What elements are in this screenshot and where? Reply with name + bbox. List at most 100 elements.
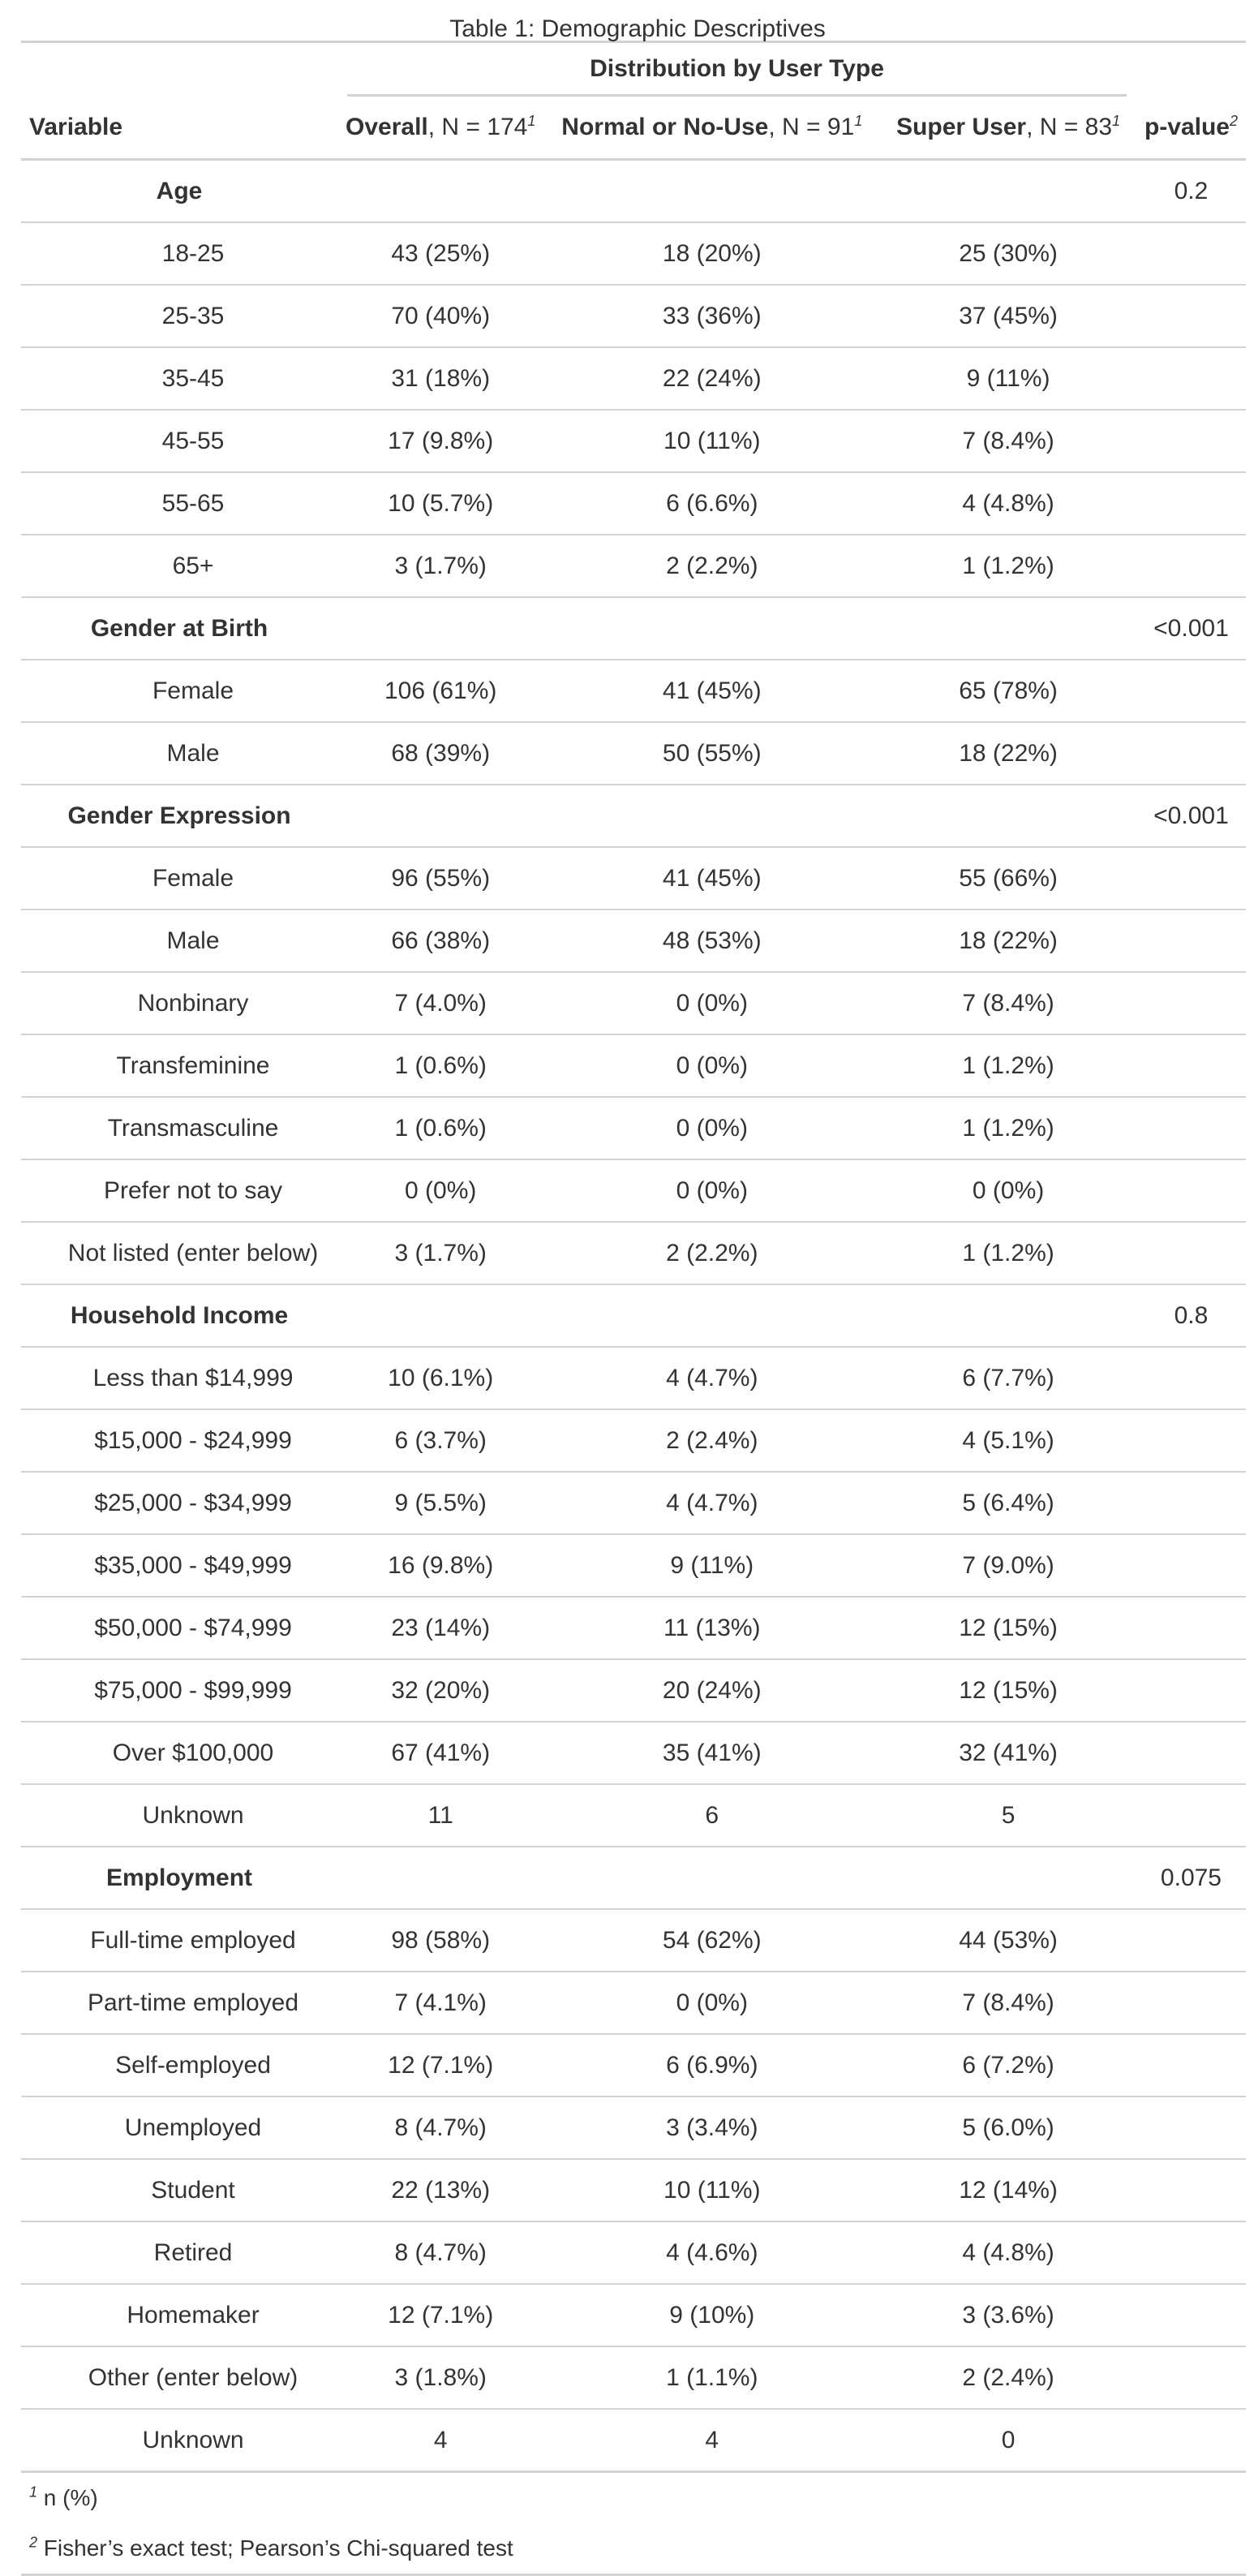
variable-cell: $35,000 - $49,999 [21, 1533, 338, 1597]
super-cell: 1 (1.2%) [880, 1221, 1136, 1284]
pvalue-cell: <0.001 [1136, 596, 1246, 660]
super-cell: 65 (78%) [880, 659, 1136, 722]
overall-cell: 10 (5.7%) [337, 471, 544, 535]
normal-cell: 11 (13%) [543, 1596, 881, 1659]
table-row: 65+ 3 (1.7%) 2 (2.2%) 1 (1.2%) [21, 534, 1246, 597]
normal-cell: 6 (6.9%) [543, 2033, 881, 2096]
pvalue-cell [1136, 2221, 1246, 2284]
normal-cell: 1 (1.1%) [543, 2346, 881, 2409]
variable-cell: Part-time employed [21, 1971, 338, 2034]
spanner-empty-left [21, 41, 338, 97]
table-footnotes: 1 n (%) 2 Fisher’s exact test; Pearson’s… [21, 2473, 1246, 2576]
overall-cell: 3 (1.7%) [337, 1221, 544, 1284]
super-cell: 32 (41%) [880, 1721, 1136, 1784]
super-cell: 5 (6.4%) [880, 1471, 1136, 1534]
table-group-row: Employment 0.075 [21, 1846, 1246, 1909]
overall-cell [337, 784, 544, 847]
variable-cell: 18-25 [21, 221, 338, 285]
normal-cell: 9 (10%) [543, 2283, 881, 2346]
super-cell: 1 (1.2%) [880, 1034, 1136, 1097]
pvalue-cell [1136, 2346, 1246, 2409]
variable-cell: Unemployed [21, 2096, 338, 2159]
table-row: Unemployed 8 (4.7%) 3 (3.4%) 5 (6.0%) [21, 2096, 1246, 2159]
overall-cell [337, 1284, 544, 1347]
table-row: Over $100,000 67 (41%) 35 (41%) 32 (41%) [21, 1721, 1246, 1784]
super-cell: 12 (15%) [880, 1658, 1136, 1722]
normal-cell [543, 1846, 881, 1909]
super-cell: 5 (6.0%) [880, 2096, 1136, 2159]
pvalue-cell [1136, 1596, 1246, 1659]
overall-cell: 43 (25%) [337, 221, 544, 285]
overall-cell: 7 (4.0%) [337, 971, 544, 1034]
super-cell: 4 (4.8%) [880, 471, 1136, 535]
table-row: Transmasculine 1 (0.6%) 0 (0%) 1 (1.2%) [21, 1096, 1246, 1159]
normal-cell: 0 (0%) [543, 1034, 881, 1097]
column-header-super-name: Super User [896, 114, 1027, 140]
normal-cell: 18 (20%) [543, 221, 881, 285]
pvalue-cell [1136, 1096, 1246, 1159]
variable-cell: Female [21, 659, 338, 722]
pvalue-cell [1136, 1471, 1246, 1534]
overall-cell: 0 (0%) [337, 1159, 544, 1222]
table-row: Female 96 (55%) 41 (45%) 55 (66%) [21, 846, 1246, 910]
super-cell [880, 160, 1136, 223]
super-cell [880, 784, 1136, 847]
pvalue-cell [1136, 2408, 1246, 2473]
normal-cell: 4 [543, 2408, 881, 2473]
column-header-overall: Overall, N = 1741 [337, 97, 544, 161]
footnote-marker: 2 [29, 2534, 38, 2551]
variable-cell: 65+ [21, 534, 338, 597]
footnote-text: Fisher’s exact test; Pearson’s Chi-squar… [43, 2535, 513, 2561]
pvalue-cell [1136, 909, 1246, 972]
table-caption: Table 1: Demographic Descriptives [449, 15, 826, 42]
pvalue-cell [1136, 1908, 1246, 1972]
table-row: Self-employed 12 (7.1%) 6 (6.9%) 6 (7.2%) [21, 2033, 1246, 2096]
variable-cell: Male [21, 909, 338, 972]
table-row: 25-35 70 (40%) 33 (36%) 37 (45%) [21, 284, 1246, 347]
table-row: Part-time employed 7 (4.1%) 0 (0%) 7 (8.4%) [21, 1971, 1246, 2034]
super-cell: 0 [880, 2408, 1136, 2473]
overall-cell: 6 (3.7%) [337, 1408, 544, 1472]
variable-cell: Unknown [21, 1783, 338, 1847]
table-row: Student 22 (13%) 10 (11%) 12 (14%) [21, 2158, 1246, 2221]
super-cell: 5 [880, 1783, 1136, 1847]
table-row: $15,000 - $24,999 6 (3.7%) 2 (2.4%) 4 (5.1%… [21, 1408, 1246, 1472]
variable-cell: Male [21, 721, 338, 785]
pvalue-cell [1136, 1221, 1246, 1284]
table-container: Table 1: Demographic Descriptives Distri… [21, 0, 1254, 2576]
super-cell: 7 (8.4%) [880, 1971, 1136, 2034]
pvalue-cell [1136, 1408, 1246, 1472]
table-group-row: Age 0.2 [21, 160, 1246, 223]
pvalue-cell [1136, 1159, 1246, 1222]
pvalue-cell [1136, 284, 1246, 347]
table-row: Prefer not to say 0 (0%) 0 (0%) 0 (0%) [21, 1159, 1246, 1222]
variable-cell: $50,000 - $74,999 [21, 1596, 338, 1659]
normal-cell: 22 (24%) [543, 346, 881, 410]
super-cell: 7 (8.4%) [880, 971, 1136, 1034]
table-row: Retired 8 (4.7%) 4 (4.6%) 4 (4.8%) [21, 2221, 1246, 2284]
overall-cell: 11 [337, 1783, 544, 1847]
normal-cell [543, 784, 881, 847]
super-cell [880, 596, 1136, 660]
normal-cell [543, 160, 880, 223]
variable-cell: Over $100,000 [21, 1721, 338, 1784]
overall-cell: 67 (41%) [337, 1721, 544, 1784]
pvalue-cell [1136, 1346, 1246, 1409]
footnote-marker: 1 [1112, 113, 1121, 129]
pvalue-cell [1136, 2283, 1246, 2346]
footnote-marker: 1 [29, 2484, 38, 2501]
super-cell: 1 (1.2%) [880, 1096, 1136, 1159]
normal-cell: 48 (53%) [543, 909, 881, 972]
pvalue-cell [1136, 721, 1246, 785]
normal-cell: 41 (45%) [543, 659, 881, 722]
footnote-marker: 2 [1229, 113, 1238, 129]
table-header: Distribution by User Type Variable Overa… [21, 41, 1246, 161]
demographics-table: Distribution by User Type Variable Overa… [21, 41, 1246, 2473]
variable-cell: 35-45 [21, 346, 338, 410]
variable-cell: Household Income [21, 1284, 338, 1347]
variable-cell: Age [156, 177, 203, 204]
super-cell: 2 (2.4%) [880, 2346, 1136, 2409]
pvalue-cell [1136, 1971, 1246, 2034]
super-cell: 3 (3.6%) [880, 2283, 1136, 2346]
super-cell: 18 (22%) [880, 721, 1136, 785]
